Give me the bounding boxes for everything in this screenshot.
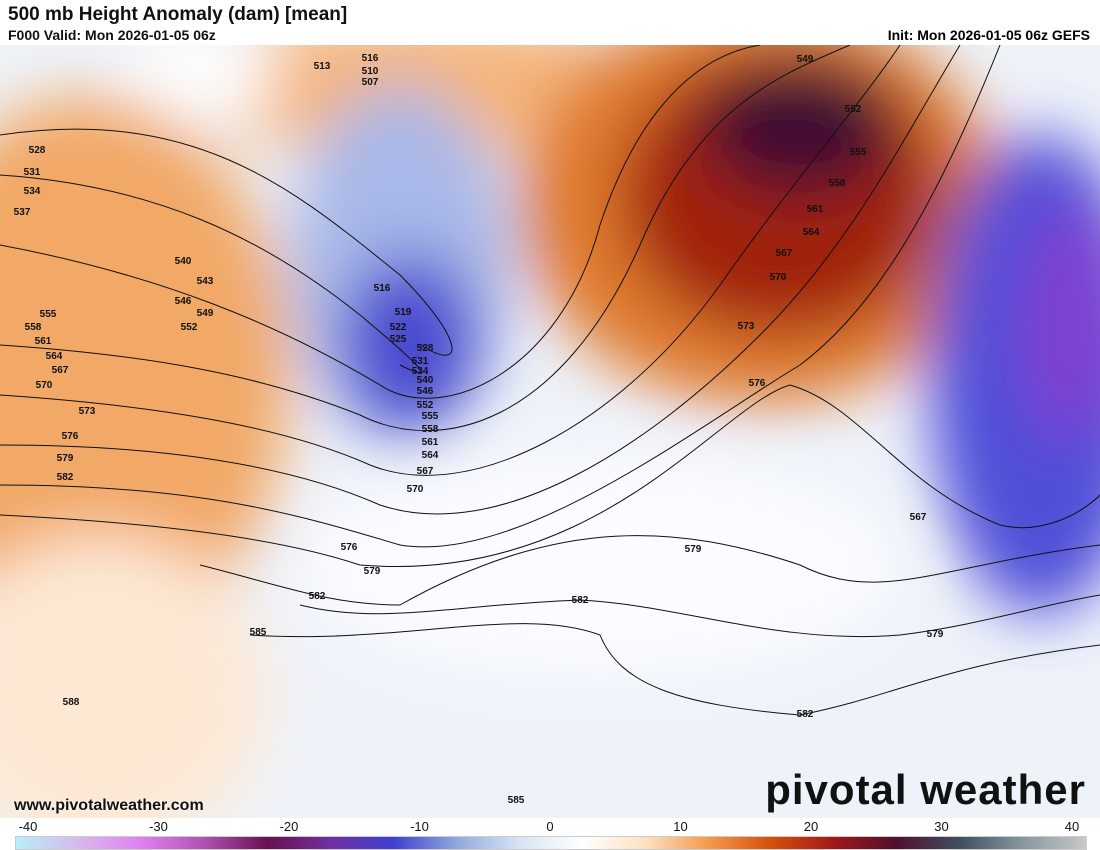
contour-label: 513 — [314, 61, 331, 72]
contour-label: 564 — [422, 450, 439, 461]
contour-label: 558 — [422, 424, 439, 435]
contour-label: 570 — [36, 380, 53, 391]
colorbar-tick: 40 — [1064, 819, 1080, 834]
contour-label: 540 — [417, 375, 434, 386]
contour-label: 555 — [850, 147, 867, 158]
map-title: 500 mb Height Anomaly (dam) [mean] — [8, 4, 348, 25]
contour-label: 516 — [374, 283, 391, 294]
colorbar — [15, 836, 1087, 850]
contour-label: 582 — [572, 595, 589, 606]
contour-label: 507 — [362, 77, 379, 88]
contour-label: 543 — [197, 276, 214, 287]
init-time: Init: Mon 2026-01-05 06z GEFS — [887, 27, 1090, 43]
contour-label: 567 — [52, 365, 69, 376]
pivotal-weather-logo: pivotal weather — [765, 766, 1086, 813]
contour-label: 546 — [417, 386, 434, 397]
contour-label: 522 — [390, 322, 407, 333]
contour-label: 528 — [29, 145, 46, 156]
contour-label: 561 — [807, 204, 824, 215]
contour-label: 552 — [181, 322, 198, 333]
contour-label: 510 — [362, 66, 379, 77]
colorbar-tick: -10 — [410, 819, 429, 834]
contour-label: 588 — [63, 697, 80, 708]
contour-label: 582 — [309, 591, 326, 602]
contour-label: 579 — [927, 629, 944, 640]
contour-label: 525 — [390, 334, 407, 345]
contour-label: 582 — [57, 472, 74, 483]
contour-label: 582 — [797, 709, 814, 720]
contour-label: 552 — [417, 400, 434, 411]
website-link[interactable]: www.pivotalweather.com — [14, 797, 204, 814]
contour-label: 576 — [62, 431, 79, 442]
colorbar-tick: 10 — [673, 819, 688, 834]
contour-label: 552 — [845, 104, 862, 115]
contour-label: 567 — [910, 512, 927, 523]
contour-label: 561 — [422, 437, 439, 448]
valid-time: F000 Valid: Mon 2026-01-05 06z — [8, 27, 216, 43]
contour-label: 567 — [417, 466, 434, 477]
colorbar-tick: -30 — [149, 819, 168, 834]
contour-label: 537 — [14, 207, 31, 218]
contour-label: 585 — [250, 627, 267, 638]
anomaly-shading — [0, 45, 1100, 818]
contour-label: 516 — [362, 53, 379, 64]
contour-label: 555 — [40, 309, 57, 320]
contour-label: 534 — [412, 366, 429, 377]
contour-label: 528 — [417, 343, 434, 354]
height-contours — [0, 45, 1100, 716]
contour-label: 555 — [422, 411, 439, 422]
contour-label: 519 — [395, 307, 412, 318]
contour-labels: 5135165105075495525555585615645675705735… — [14, 53, 944, 806]
contour-label: 585 — [508, 795, 525, 806]
contour-label: 549 — [797, 54, 814, 65]
contour-label: 579 — [364, 566, 381, 577]
contour-label: 558 — [829, 178, 846, 189]
anomaly-map: 5135165105075495525555585615645675705735… — [0, 45, 1100, 818]
contour-label: 534 — [24, 186, 41, 197]
contour-label: 576 — [341, 542, 358, 553]
contour-label: 576 — [749, 378, 766, 389]
contour-label: 564 — [803, 227, 820, 238]
colorbar-tick: 30 — [934, 819, 949, 834]
contour-label: 564 — [46, 351, 63, 362]
contour-label: 579 — [57, 453, 74, 464]
contour-label: 567 — [776, 248, 793, 259]
contour-label: 531 — [24, 167, 41, 178]
colorbar-tick: 20 — [803, 819, 819, 834]
contour-label: 549 — [197, 308, 214, 319]
colorbar-tick: 0 — [546, 819, 554, 834]
contour-label: 546 — [175, 296, 192, 307]
contour-label: 540 — [175, 256, 192, 267]
colorbar-tick: -40 — [18, 819, 38, 834]
contour-label: 570 — [407, 484, 424, 495]
contour-label: 561 — [35, 336, 52, 347]
contour-label: 570 — [770, 272, 787, 283]
contour-label: 573 — [738, 321, 755, 332]
colorbar-tick: -20 — [279, 819, 299, 834]
contour-label: 579 — [685, 544, 702, 555]
contour-label: 558 — [25, 322, 42, 333]
contour-label: 573 — [79, 406, 96, 417]
contour-label: 531 — [412, 356, 429, 367]
